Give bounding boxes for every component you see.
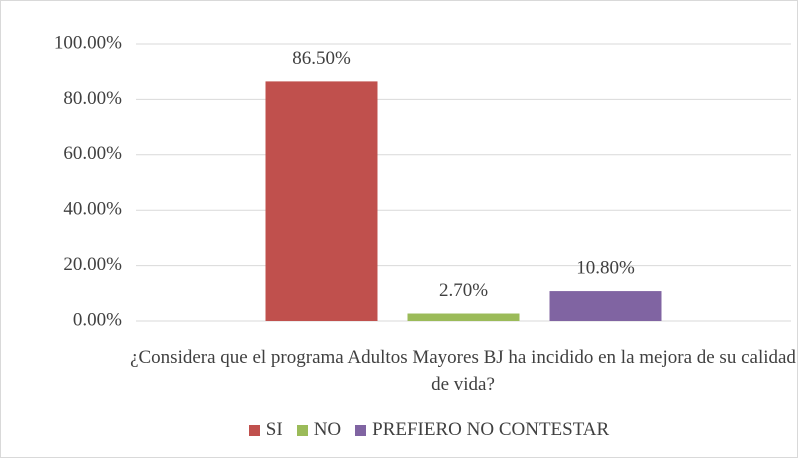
y-tick-label: 40.00%	[63, 199, 122, 220]
y-tick-label: 60.00%	[63, 143, 122, 164]
legend-item: PREFIERO NO CONTESTAR	[355, 419, 609, 441]
x-category-label: ¿Considera que el programa Adultos Mayor…	[130, 347, 796, 395]
legend-swatch	[296, 424, 308, 436]
bar	[265, 81, 378, 322]
legend-swatch	[248, 424, 260, 436]
legend: SI NO PREFIERO NO CONTESTAR	[1, 419, 797, 441]
legend-swatch	[355, 424, 367, 436]
value-label: 2.70%	[439, 280, 488, 301]
bar	[407, 313, 520, 321]
legend-item: NO	[296, 419, 342, 441]
y-tick-label: 80.00%	[63, 88, 122, 109]
legend-label: NO	[313, 419, 342, 440]
y-tick-label: 20.00%	[63, 254, 122, 275]
value-label: 10.80%	[576, 257, 635, 278]
value-label: 86.50%	[292, 48, 351, 69]
legend-label: PREFIERO NO CONTESTAR	[372, 419, 610, 440]
bar	[549, 291, 662, 321]
y-tick-label: 0.00%	[73, 309, 122, 330]
legend-label: SI	[265, 419, 283, 440]
legend-item: SI	[248, 419, 283, 441]
y-tick-label: 100.00%	[54, 32, 122, 53]
